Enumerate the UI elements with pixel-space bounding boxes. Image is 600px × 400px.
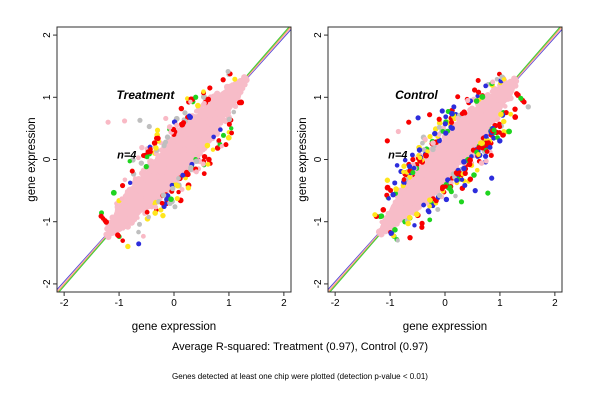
panel-title: Treatment	[117, 88, 176, 102]
far-outlier-point	[406, 119, 412, 125]
far-outlier-point	[154, 127, 161, 133]
x-tick-label: -2	[60, 298, 69, 309]
y-axis-label: gene expression	[297, 117, 309, 201]
x-axis-label: gene expression	[132, 321, 216, 333]
y-tick-label: 2	[42, 32, 53, 38]
caption-footnote: Genes detected at least one chip were pl…	[172, 372, 428, 381]
far-outlier-point	[384, 138, 390, 144]
far-outlier-point	[458, 199, 465, 205]
x-tick-label: 1	[226, 298, 232, 309]
y-axis-ticks: -2 -1 0 1 2	[42, 32, 57, 288]
far-outlier-point	[472, 188, 478, 194]
y-tick-label: 1	[313, 94, 324, 100]
y-tick-label: 1	[42, 94, 53, 100]
sample-size-annotation: n=4	[117, 149, 136, 161]
far-outlier-point	[415, 115, 421, 121]
x-tick-label: 0	[171, 298, 177, 309]
far-outlier-point	[427, 112, 433, 118]
panel-control: -2 -1 0 1 2 -2 -1 0 1 2 gene expression gene expres…	[297, 26, 563, 333]
y-tick-label: -2	[42, 279, 53, 288]
x-axis-ticks: -2 -1 0 1 2	[60, 292, 287, 309]
x-tick-label: -2	[331, 298, 340, 309]
x-tick-label: -1	[386, 298, 395, 309]
y-tick-label: -1	[313, 217, 324, 226]
y-axis-ticks: -2 -1 0 1 2	[313, 32, 328, 288]
y-tick-label: 0	[313, 156, 324, 162]
sample-size-annotation: n=4	[388, 149, 407, 161]
x-tick-label: 2	[552, 298, 558, 309]
far-outlier-point	[201, 100, 207, 107]
x-tick-label: 1	[497, 298, 503, 309]
y-axis-label: gene expression	[26, 117, 38, 201]
far-outlier-point	[485, 190, 491, 196]
far-outlier-point	[137, 117, 143, 123]
y-tick-label: -2	[313, 279, 324, 288]
far-outlier-point	[163, 115, 169, 122]
far-outlier-point	[439, 108, 445, 114]
x-tick-label: 2	[281, 298, 287, 309]
panel-title: Control	[395, 88, 438, 102]
far-outlier-point	[174, 122, 180, 128]
far-outlier-point	[182, 110, 188, 116]
far-outlier-point	[395, 128, 401, 135]
scatter-points	[372, 71, 531, 243]
x-axis-ticks: -2 -1 0 1 2	[331, 292, 558, 309]
dense-cloud-fringe	[375, 75, 520, 238]
caption-r-squared: Average R-squared: Treatment (0.97), Con…	[172, 341, 428, 353]
x-tick-label: -1	[115, 298, 124, 309]
scatter-points	[98, 69, 245, 250]
y-tick-label: 2	[313, 32, 324, 38]
dense-cloud-fringe	[103, 74, 250, 241]
y-tick-label: 0	[42, 156, 53, 162]
far-outlier-point	[146, 123, 152, 130]
far-outlier-point	[121, 118, 128, 124]
x-tick-label: 0	[442, 298, 448, 309]
x-axis-label: gene expression	[403, 321, 487, 333]
y-tick-label: -1	[42, 217, 53, 226]
panel-treatment: -2 -1 0 1 2 -2 -1 0 1 2 gene expression gene expres…	[26, 26, 292, 333]
far-outlier-point	[105, 119, 111, 125]
far-outlier-point	[489, 175, 495, 181]
